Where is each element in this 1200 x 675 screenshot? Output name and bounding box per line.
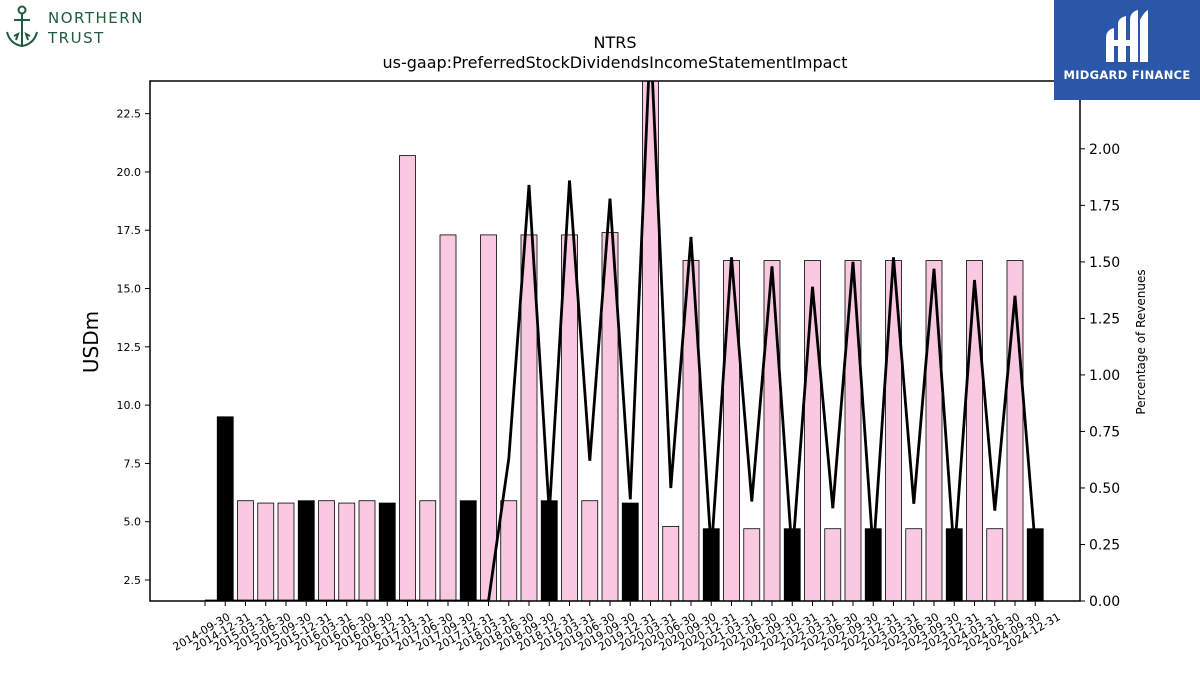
bar-2017-12-31 (459, 500, 477, 601)
bar-2020-09-30 (682, 260, 700, 601)
bar-2016-03-31 (318, 500, 335, 601)
bar-2015-09-30 (277, 502, 295, 601)
y-tick-label: 22.5 (117, 108, 142, 121)
bar-2020-12-31 (702, 528, 720, 601)
bar-2015-06-30 (257, 502, 275, 601)
line-series-percentage (205, 81, 1037, 601)
y2-tick-label: 1.25 (1089, 311, 1120, 327)
chart-title: NTRS (593, 33, 636, 52)
y-tick-label: 15.0 (117, 283, 142, 296)
brand-right-name: MIDGARD FINANCE (1063, 68, 1191, 82)
y2-axis-label: Percentage of Revenues (1134, 269, 1148, 414)
bar-2023-12-31 (945, 528, 963, 601)
y2-tick-label: 0.00 (1089, 594, 1120, 610)
bar-2015-03-31 (237, 500, 254, 601)
y-tick-label: 20.0 (117, 166, 142, 179)
bar-2016-12-31 (378, 502, 396, 601)
y-axis-right: 0.00 0.25 0.50 0.75 1.00 1.25 1.50 1.75 2.00 (1080, 142, 1120, 610)
bar-2021-06-30 (743, 528, 761, 601)
brand-line1: NORTHERN (48, 9, 144, 27)
y-axis-left: 2.5 5.0 7.5 10.0 12.5 15.0 17.5 20.0 22.5 (117, 108, 150, 587)
anchor-icon (6, 5, 38, 48)
brand-line2: TRUST (48, 29, 105, 47)
bar-2018-12-31 (540, 500, 558, 601)
bar-2018-06-30 (500, 500, 518, 601)
bar-2019-06-30 (581, 500, 599, 601)
bar-2018-03-31 (480, 234, 497, 601)
y-tick-label: 2.5 (124, 574, 142, 587)
y2-tick-label: 1.00 (1089, 368, 1120, 384)
bar-2017-09-30 (439, 234, 457, 601)
y-tick-label: 7.5 (124, 457, 142, 470)
bar-2021-09-30 (763, 260, 781, 601)
y2-tick-label: 0.25 (1089, 537, 1120, 553)
y-tick-label: 5.0 (124, 516, 142, 529)
chart-subtitle: us-gaap:PreferredStockDividendsIncomeSta… (383, 53, 848, 72)
bar-2018-09-30 (520, 234, 538, 601)
bar-2022-09-30 (844, 260, 862, 601)
bar-2020-06-30 (662, 525, 680, 601)
bar-2016-09-30 (358, 500, 376, 601)
y-tick-label: 12.5 (117, 341, 142, 354)
bar-2020-03-31 (642, 81, 659, 601)
northern-trust-logo: NORTHERN TRUST (4, 4, 164, 52)
bar-2024-03-31 (966, 260, 983, 601)
y2-tick-label: 0.50 (1089, 481, 1120, 497)
y-axis-label: USDm (79, 311, 103, 373)
bar-2014-12-31 (216, 416, 234, 601)
plot-frame (149, 80, 1081, 602)
y-tick-label: 17.5 (117, 224, 142, 237)
x-axis: 2014-09-302014-12-312015-03-312015-06-30… (171, 601, 1063, 654)
y2-tick-label: 2.00 (1089, 142, 1120, 158)
bar-2017-06-30 (419, 500, 437, 601)
bar-2024-06-30 (986, 528, 1004, 601)
bar-2016-06-30 (338, 502, 356, 601)
bar-2015-12-31 (297, 500, 315, 601)
bar-2024-12-31 (1026, 528, 1044, 601)
bar-2021-12-31 (783, 528, 801, 601)
bar-2019-03-31 (561, 234, 578, 601)
y2-tick-label: 1.75 (1089, 198, 1120, 214)
bar-2023-06-30 (905, 528, 923, 601)
y2-tick-label: 1.50 (1089, 255, 1120, 271)
bar-2022-03-31 (804, 260, 821, 601)
bars-layer (216, 81, 1044, 601)
bar-2023-09-30 (925, 260, 943, 601)
y2-tick-label: 0.75 (1089, 424, 1120, 440)
bar-2017-03-31 (399, 155, 416, 601)
midgard-mark-icon (1106, 10, 1148, 62)
bar-2022-12-31 (864, 528, 882, 601)
bar-2022-06-30 (824, 528, 842, 601)
bar-2019-12-31 (621, 502, 639, 601)
y-tick-label: 10.0 (117, 399, 142, 412)
line-layer (205, 81, 1037, 601)
midgard-finance-logo: MIDGARD FINANCE (1054, 0, 1200, 100)
